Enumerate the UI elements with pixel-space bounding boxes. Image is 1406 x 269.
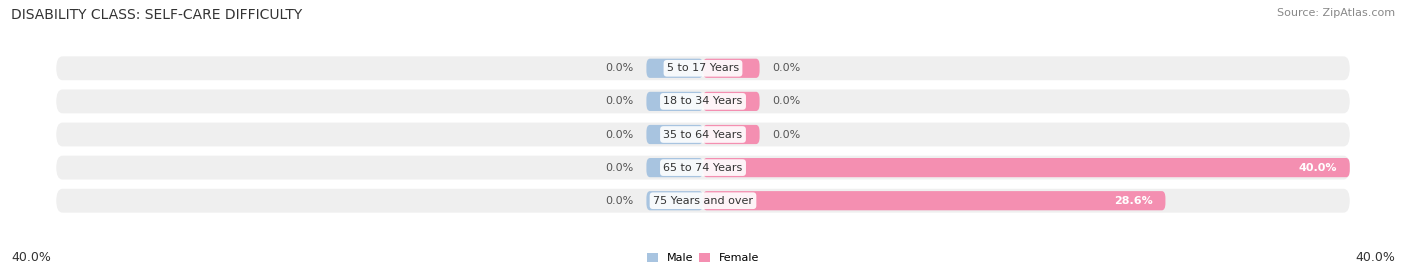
Text: 5 to 17 Years: 5 to 17 Years <box>666 63 740 73</box>
FancyBboxPatch shape <box>56 189 1350 213</box>
Text: 28.6%: 28.6% <box>1114 196 1153 206</box>
Text: DISABILITY CLASS: SELF-CARE DIFFICULTY: DISABILITY CLASS: SELF-CARE DIFFICULTY <box>11 8 302 22</box>
Text: 0.0%: 0.0% <box>605 196 634 206</box>
FancyBboxPatch shape <box>647 191 703 210</box>
FancyBboxPatch shape <box>56 90 1350 113</box>
Text: 0.0%: 0.0% <box>772 129 801 140</box>
Text: 18 to 34 Years: 18 to 34 Years <box>664 96 742 107</box>
FancyBboxPatch shape <box>647 125 703 144</box>
FancyBboxPatch shape <box>703 92 759 111</box>
Text: 0.0%: 0.0% <box>605 162 634 173</box>
Legend: Male, Female: Male, Female <box>647 253 759 263</box>
Text: 40.0%: 40.0% <box>1298 162 1337 173</box>
Text: Source: ZipAtlas.com: Source: ZipAtlas.com <box>1277 8 1395 18</box>
FancyBboxPatch shape <box>56 156 1350 179</box>
Text: 40.0%: 40.0% <box>1355 251 1395 264</box>
Text: 35 to 64 Years: 35 to 64 Years <box>664 129 742 140</box>
Text: 0.0%: 0.0% <box>772 96 801 107</box>
Text: 65 to 74 Years: 65 to 74 Years <box>664 162 742 173</box>
FancyBboxPatch shape <box>647 158 703 177</box>
FancyBboxPatch shape <box>703 59 759 78</box>
FancyBboxPatch shape <box>703 191 1166 210</box>
FancyBboxPatch shape <box>56 56 1350 80</box>
FancyBboxPatch shape <box>647 92 703 111</box>
Text: 75 Years and over: 75 Years and over <box>652 196 754 206</box>
FancyBboxPatch shape <box>647 59 703 78</box>
Text: 40.0%: 40.0% <box>11 251 51 264</box>
Text: 0.0%: 0.0% <box>605 96 634 107</box>
Text: 0.0%: 0.0% <box>605 129 634 140</box>
FancyBboxPatch shape <box>703 125 759 144</box>
FancyBboxPatch shape <box>703 158 1350 177</box>
Text: 0.0%: 0.0% <box>772 63 801 73</box>
FancyBboxPatch shape <box>56 123 1350 146</box>
Text: 0.0%: 0.0% <box>605 63 634 73</box>
